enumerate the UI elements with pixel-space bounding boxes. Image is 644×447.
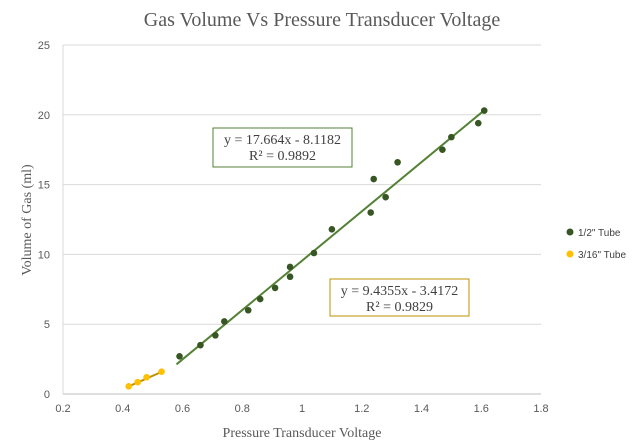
- data-point-series-1: [310, 249, 318, 257]
- tick-labels: 0 5 10 15 20 25 0.2 0.4 0.6 0.8 1 1.2 1.4 1.6 1.8: [38, 40, 549, 415]
- y-axis-label: Volume of Gas (ml): [20, 164, 35, 276]
- x-tick-label: 1: [299, 403, 305, 415]
- legend-marker-series-2: [566, 250, 574, 258]
- data-point-series-1: [480, 107, 488, 114]
- trendline-r2-1: R² = 0.9892: [249, 149, 316, 164]
- data-point-series-1: [448, 133, 455, 141]
- legend-label-series-2: 3/16" Tube: [578, 250, 626, 261]
- trendline-r2-2: R² = 0.9829: [366, 300, 433, 315]
- gridlines: [62, 44, 541, 395]
- data-point-series-1: [328, 225, 336, 233]
- x-tick-label: 0.8: [235, 403, 250, 415]
- y-tick-label: 20: [38, 110, 50, 122]
- x-tick-label: 1.6: [474, 403, 489, 415]
- trendline-equation-1: y = 17.664x - 8.1182: [224, 133, 341, 148]
- data-point-series-1: [221, 318, 228, 325]
- legend: 1/2" Tube 3/16" Tube: [566, 228, 626, 261]
- data-point-series-2: [143, 373, 150, 381]
- y-tick-label: 10: [38, 249, 50, 261]
- legend-label-series-1: 1/2" Tube: [578, 228, 621, 239]
- data-point-series-1: [271, 284, 279, 292]
- data-point-series-1: [244, 306, 252, 314]
- y-tick-label: 15: [38, 180, 50, 192]
- data-point-series-1: [439, 146, 446, 153]
- data-point-series-1: [474, 119, 482, 127]
- trendline-equation-2: y = 9.4355x - 3.4172: [341, 284, 459, 299]
- data-point-series-1: [394, 158, 401, 166]
- y-tick-label: 5: [44, 319, 50, 331]
- x-tick-label: 0.2: [55, 403, 70, 415]
- y-tick-label: 0: [44, 389, 50, 401]
- data-point-series-2: [125, 383, 133, 390]
- y-tick-label: 25: [38, 40, 50, 52]
- x-tick-label: 1.2: [354, 403, 369, 415]
- legend-marker-series-1: [566, 228, 574, 236]
- data-point-series-1: [370, 175, 378, 183]
- chart-title: Gas Volume Vs Pressure Transducer Voltag…: [144, 9, 501, 31]
- x-tick-label: 0.4: [115, 403, 130, 415]
- data-point-series-1: [256, 295, 264, 303]
- trendline-series-1: [175, 109, 485, 366]
- data-point-series-1: [212, 332, 219, 339]
- data-point-series-1: [382, 193, 389, 201]
- data-points: [125, 107, 488, 390]
- x-tick-label: 1.4: [414, 403, 429, 415]
- data-point-series-1: [286, 273, 294, 281]
- x-tick-label: 1.8: [533, 403, 548, 415]
- data-point-series-1: [176, 353, 183, 360]
- trendline-label-box-1: [212, 127, 353, 168]
- data-point-series-1: [197, 341, 204, 349]
- trendline-label-box-2: [329, 278, 470, 317]
- data-point-series-2: [158, 368, 165, 375]
- data-point-series-1: [367, 209, 375, 216]
- x-axis-label: Pressure Transducer Voltage: [223, 426, 382, 441]
- data-point-series-2: [134, 378, 141, 386]
- data-point-series-1: [286, 263, 294, 271]
- x-tick-label: 0.6: [175, 403, 190, 415]
